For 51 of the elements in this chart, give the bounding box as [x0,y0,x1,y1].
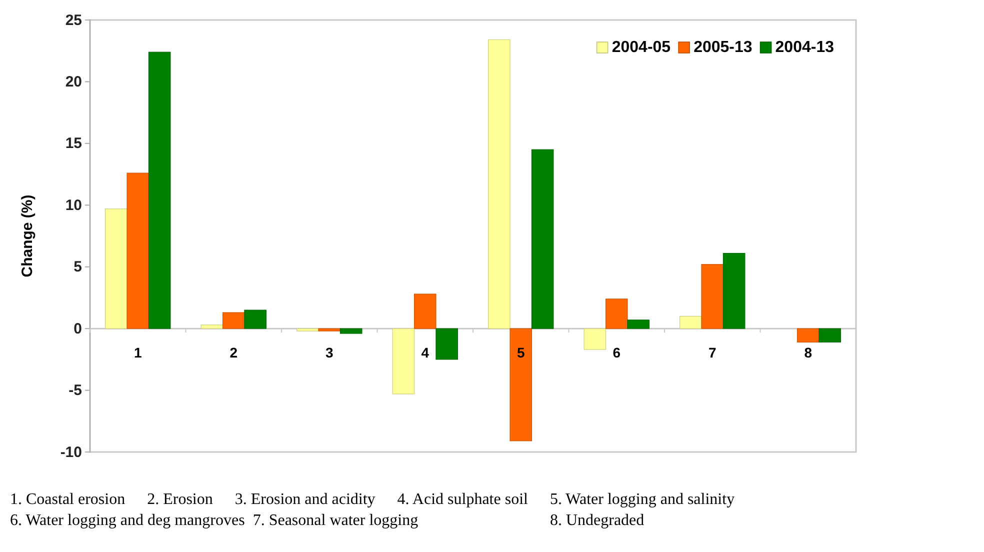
legend-label: 2004-13 [775,39,834,56]
x-tick-label: 2 [230,344,238,361]
text: 5. Water logging and salinity [550,491,735,508]
bar [414,294,436,329]
bar [722,252,746,329]
text: 7. Seasonal water logging [252,512,418,529]
x-tick-label: 1 [134,344,142,361]
y-tick-label: 5 [74,258,82,276]
bar [680,316,702,329]
bar [222,312,245,329]
y-tick-label: 25 [65,12,82,29]
bar [605,298,628,329]
text: 4. Acid sulphate soil [397,491,529,508]
y-tick-label: -10 [60,444,82,461]
bar [436,328,458,360]
y-axis-title: Change (%) [19,194,36,278]
text: 6. Water logging and deg mangroves [10,512,245,529]
bar [531,149,554,329]
bar [200,324,224,329]
bar [488,39,510,329]
y-tick-label: 15 [65,135,82,152]
bar [126,172,150,329]
bar [148,52,171,329]
bar [340,328,362,334]
x-tick-label: 5 [516,344,525,361]
legend-label: 2004-05 [612,39,671,56]
bar [105,208,128,329]
y-tick-label: -5 [68,382,82,400]
y-tick-label: 0 [74,320,82,338]
bar [296,328,319,332]
bar [818,328,841,342]
y-tick-label: 10 [65,196,82,214]
bar [244,310,266,329]
text: 8. Undegraded [550,512,644,529]
bar [796,328,820,342]
x-tick-label: 4 [421,344,430,361]
x-tick-label: 7 [708,344,716,361]
bar [701,264,724,329]
x-tick-label: 3 [325,344,334,361]
text: 3. Erosion and acidity [234,491,376,508]
text: 1. Coastal erosion [10,491,126,508]
legend-label: 2005-13 [694,39,752,56]
x-tick-label: 8 [804,344,812,361]
bar [627,320,650,329]
bar [584,328,606,350]
bar [510,328,532,442]
x-tick-label: 6 [612,344,621,361]
text: 2. Erosion [147,491,213,508]
y-tick-label: 20 [65,74,82,91]
bar [318,328,341,332]
bar [392,328,415,394]
